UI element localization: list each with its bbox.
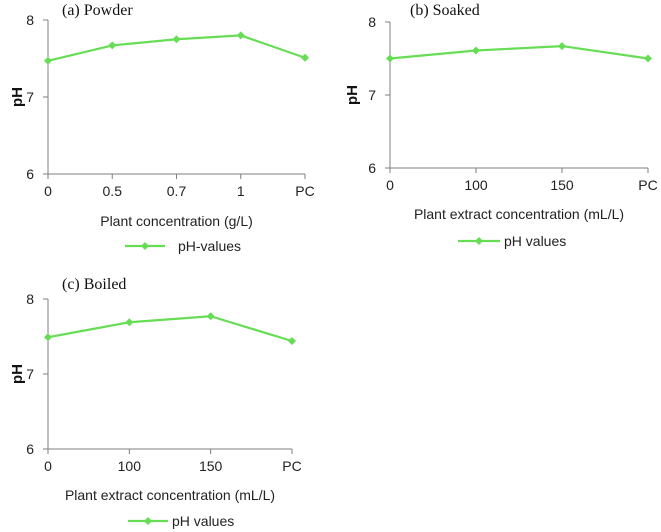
x-tick-label: 1 [237,183,245,199]
x-tick-label: 150 [550,177,574,193]
data-point [288,337,296,345]
y-tick-label: 6 [26,166,34,182]
chart-panel-2: 6 7 8 0 100 150 PC (b) Soaked pH Plant extract co… [344,2,658,249]
y-tick-label: 7 [368,87,376,103]
series-line [389,44,649,60]
x-tick-label: 0 [44,458,52,474]
y-tick-label: 6 [26,441,34,457]
y-axis-label: pH [344,85,361,105]
legend-marker [144,517,152,525]
legend-label: pH values [504,233,566,249]
x-tick-label: PC [638,177,657,193]
x-tick-label: 100 [118,458,142,474]
x-tick-label: PC [282,458,301,474]
data-point [206,312,215,321]
legend-label: pH-values [178,238,241,254]
chart-panel-1: 6 7 8 0 0.5 0.7 1 PC (a) Powder pH Plant concentra… [9,2,315,254]
data-point [108,41,117,50]
y-axis-label: pH [9,87,26,107]
legend-marker [475,237,483,245]
y-tick-label: 8 [26,291,34,307]
chart-title: (b) Soaked [410,2,480,19]
series-line [47,315,293,343]
data-point [558,42,566,51]
data-point [386,54,394,63]
chart-panel-3: 6 7 8 0 100 150 PC (c) Boiled pH Plant extract co… [9,276,302,529]
x-tick-label: 100 [464,177,488,193]
y-axis-label: pH [9,364,26,384]
data-point [472,46,480,55]
y-tick-label: 8 [26,12,34,28]
x-tick-label: PC [295,183,314,199]
x-tick-label: 0.5 [103,183,123,199]
y-tick-label: 8 [368,14,376,30]
chart-title: (a) Powder [62,2,133,19]
data-point [44,333,52,342]
y-tick-label: 7 [26,89,34,105]
data-point [172,35,181,44]
x-axis-label: Plant extract concentration (mL/L) [414,206,624,222]
x-axis-label: Plant concentration (g/L) [100,213,253,229]
data-point [44,56,52,65]
y-tick-label: 7 [26,366,34,382]
x-tick-label: 0 [386,177,394,193]
x-tick-label: 150 [199,458,223,474]
x-axis-label: Plant extract concentration (mL/L) [65,487,275,503]
data-point [301,53,309,62]
data-point [125,318,134,327]
x-tick-label: 0.7 [167,183,187,199]
y-tick-label: 6 [368,160,376,176]
data-point [236,31,245,40]
legend-label: pH values [172,513,234,529]
data-point [644,54,652,63]
x-tick-label: 0 [44,183,52,199]
legend-marker [141,242,149,250]
chart-title: (c) Boiled [62,276,126,293]
